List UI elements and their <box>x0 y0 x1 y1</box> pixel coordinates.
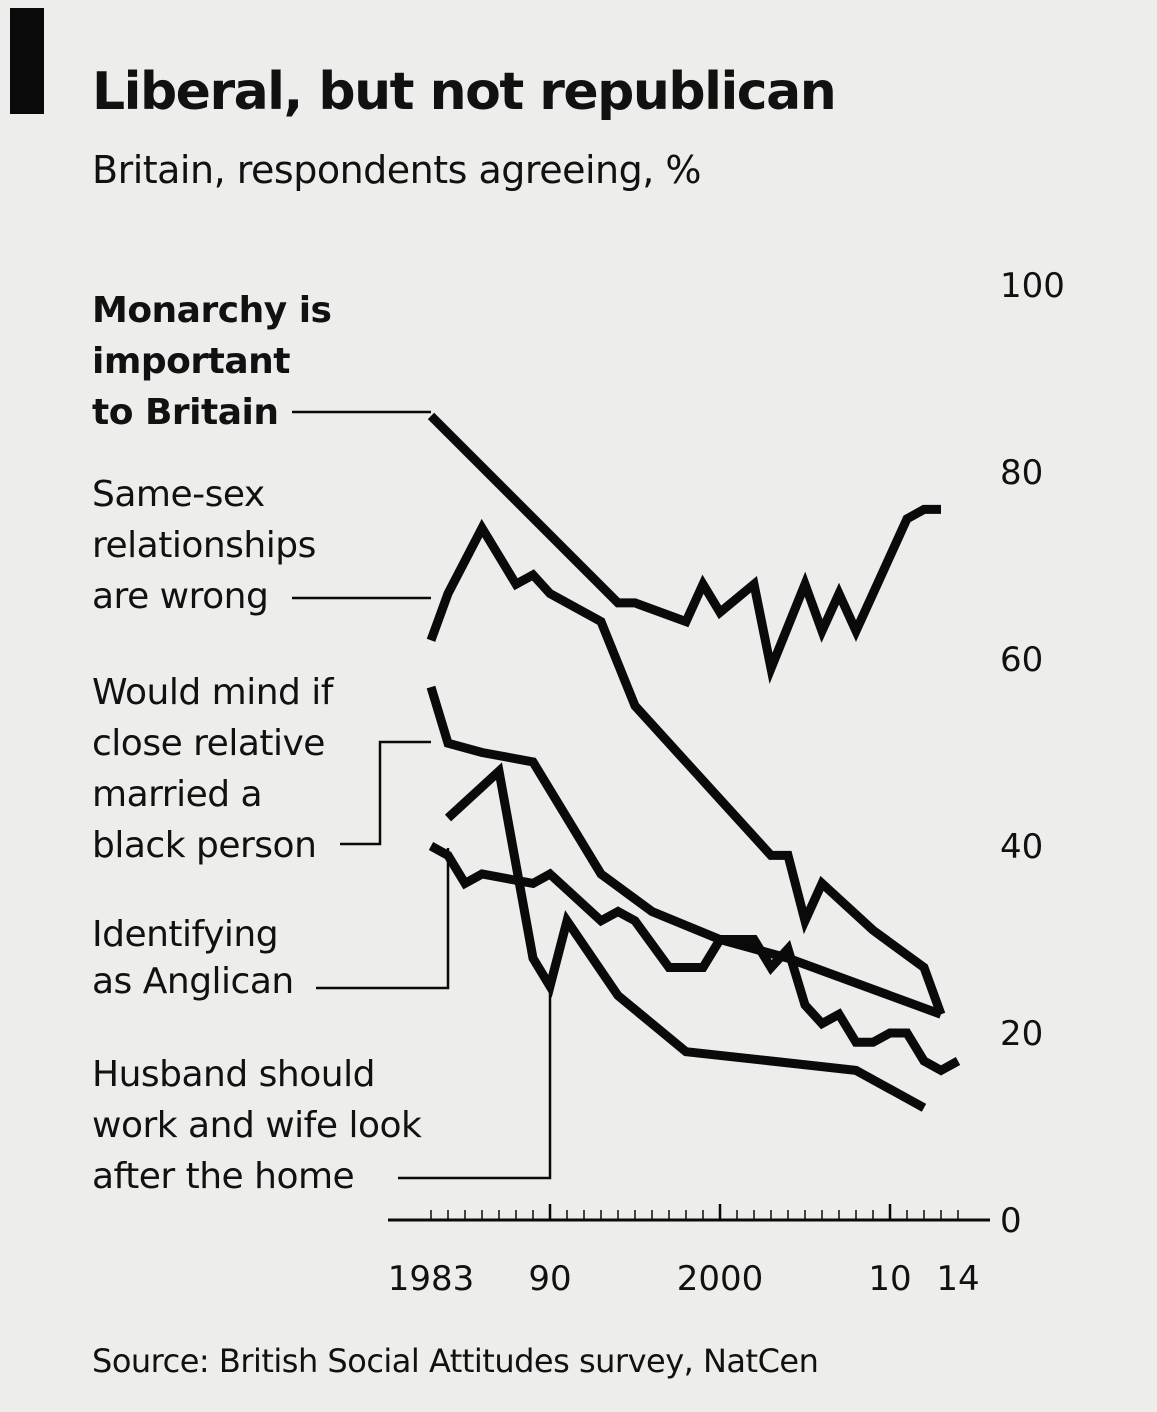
y-tick-label: 0 <box>1000 1201 1022 1241</box>
title-bar-accent <box>10 8 44 114</box>
series-labels: Monarchy is important to Britain Same-sex re… <box>92 290 422 1197</box>
x-tick-label: 10 <box>868 1259 911 1299</box>
leader-line-5 <box>398 985 552 1180</box>
y-tick-label: 40 <box>1000 827 1043 867</box>
leader-line-4 <box>316 848 450 990</box>
series-lines <box>426 412 961 1112</box>
source-note: Source: British Social Attitudes survey,… <box>92 1342 819 1380</box>
series-label-1: important <box>92 341 290 382</box>
chart-subtitle: Britain, respondents agreeing, % <box>92 148 702 192</box>
series-label-3: close relative <box>92 723 325 764</box>
series-line-5 <box>444 762 927 1112</box>
series-label-5: Husband should <box>92 1054 375 1095</box>
series-label-2: are wrong <box>92 576 268 617</box>
series-label-3: married a <box>92 774 262 815</box>
x-tick-label: 90 <box>528 1259 571 1299</box>
series-line-2 <box>426 518 946 1016</box>
leader-line-3 <box>340 740 431 846</box>
y-axis: 0 20 40 60 80 100 <box>1000 266 1065 1241</box>
x-tick-label: 1983 <box>388 1259 475 1299</box>
chart-title: Liberal, but not republican <box>92 62 837 122</box>
y-tick-label: 60 <box>1000 640 1043 680</box>
series-line-1 <box>427 412 941 684</box>
series-label-2: Same-sex <box>92 474 265 515</box>
x-tick-label: 2000 <box>677 1259 764 1299</box>
x-tick-label: 14 <box>936 1259 979 1299</box>
y-tick-label: 100 <box>1000 266 1065 306</box>
series-label-4: Identifying <box>92 914 278 955</box>
series-label-5: work and wife look <box>92 1105 422 1146</box>
series-label-4: as Anglican <box>92 961 294 1002</box>
leader-lines <box>292 410 552 1180</box>
series-label-1: Monarchy is <box>92 290 331 331</box>
series-label-5: after the home <box>92 1156 354 1197</box>
series-label-3: Would mind if <box>92 672 335 713</box>
series-label-2: relationships <box>92 525 316 566</box>
series-label-3: black person <box>92 825 316 866</box>
y-tick-label: 80 <box>1000 453 1043 493</box>
series-label-1: to Britain <box>92 392 278 433</box>
series-line-4 <box>428 842 961 1076</box>
x-axis: 1983 90 2000 10 14 <box>388 1204 990 1299</box>
y-tick-label: 20 <box>1000 1014 1043 1054</box>
